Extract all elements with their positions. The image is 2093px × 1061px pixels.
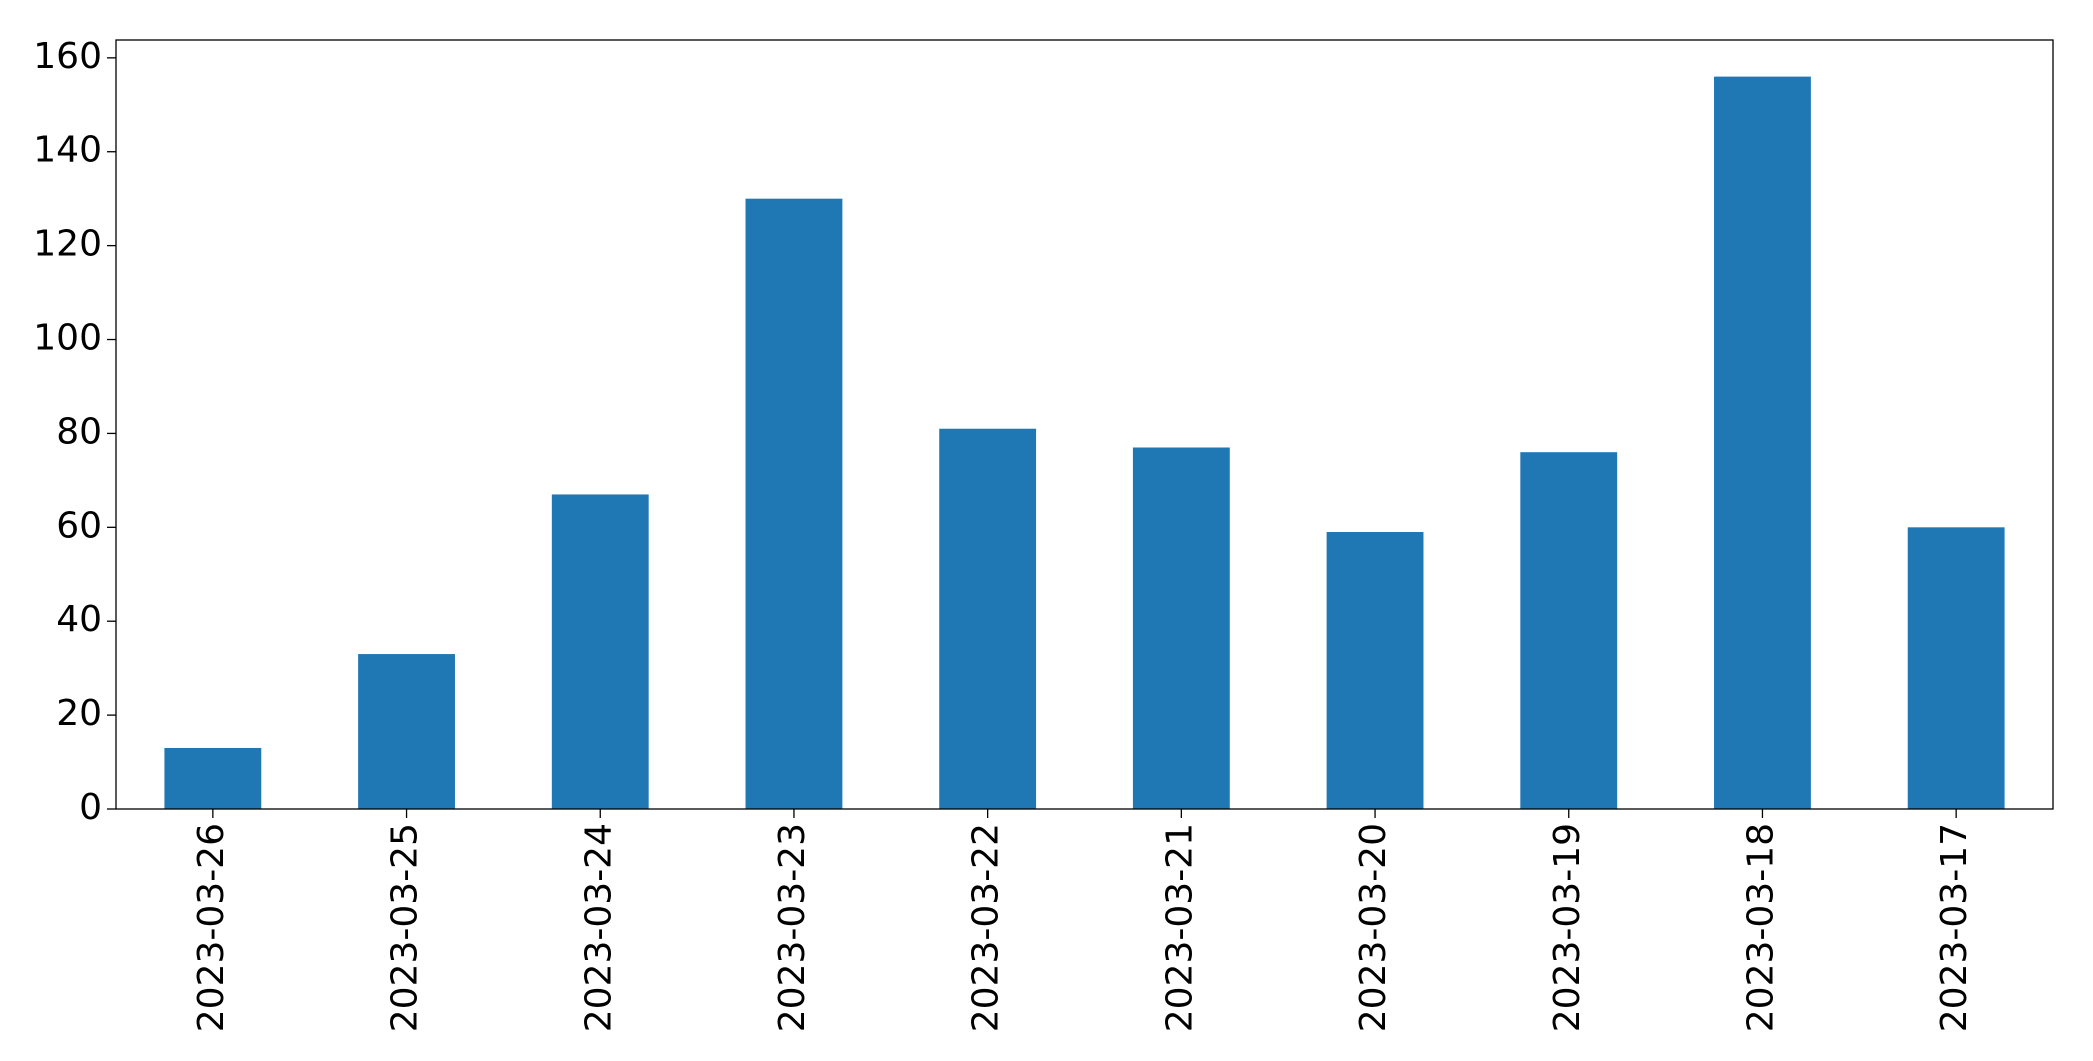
x-tick-label: 2023-03-20	[1353, 823, 1394, 1032]
bar	[164, 747, 262, 809]
x-tick-label: 2023-03-25	[385, 823, 426, 1032]
x-tick-label: 2023-03-26	[191, 823, 232, 1032]
y-tick-label: 40	[56, 599, 102, 640]
y-tick-label: 20	[56, 693, 102, 734]
bar	[1132, 447, 1230, 809]
bar	[1714, 76, 1811, 810]
x-tick-label: 2023-03-18	[1740, 823, 1781, 1032]
x-tick-label: 2023-03-22	[966, 823, 1007, 1032]
bar	[745, 198, 843, 809]
bar	[1907, 527, 2005, 809]
y-tick-label: 100	[33, 318, 102, 359]
bar	[1326, 532, 1424, 809]
bar	[939, 428, 1037, 809]
bar	[551, 494, 649, 809]
bar	[1520, 452, 1618, 809]
y-tick-label: 60	[56, 505, 102, 546]
x-tick-label: 2023-03-24	[578, 823, 619, 1032]
x-tick-label: 2023-03-23	[772, 823, 813, 1032]
y-tick-label: 160	[33, 36, 102, 77]
x-tick-label: 2023-03-19	[1547, 823, 1588, 1032]
y-tick-label: 0	[79, 787, 102, 828]
y-tick-label: 140	[33, 130, 102, 171]
y-tick-label: 120	[33, 224, 102, 265]
x-tick-label: 2023-03-17	[1934, 823, 1975, 1032]
plot-frame	[115, 39, 2054, 810]
x-tick-label: 2023-03-21	[1159, 823, 1200, 1032]
y-tick-label: 80	[56, 411, 102, 452]
bar	[358, 654, 455, 809]
